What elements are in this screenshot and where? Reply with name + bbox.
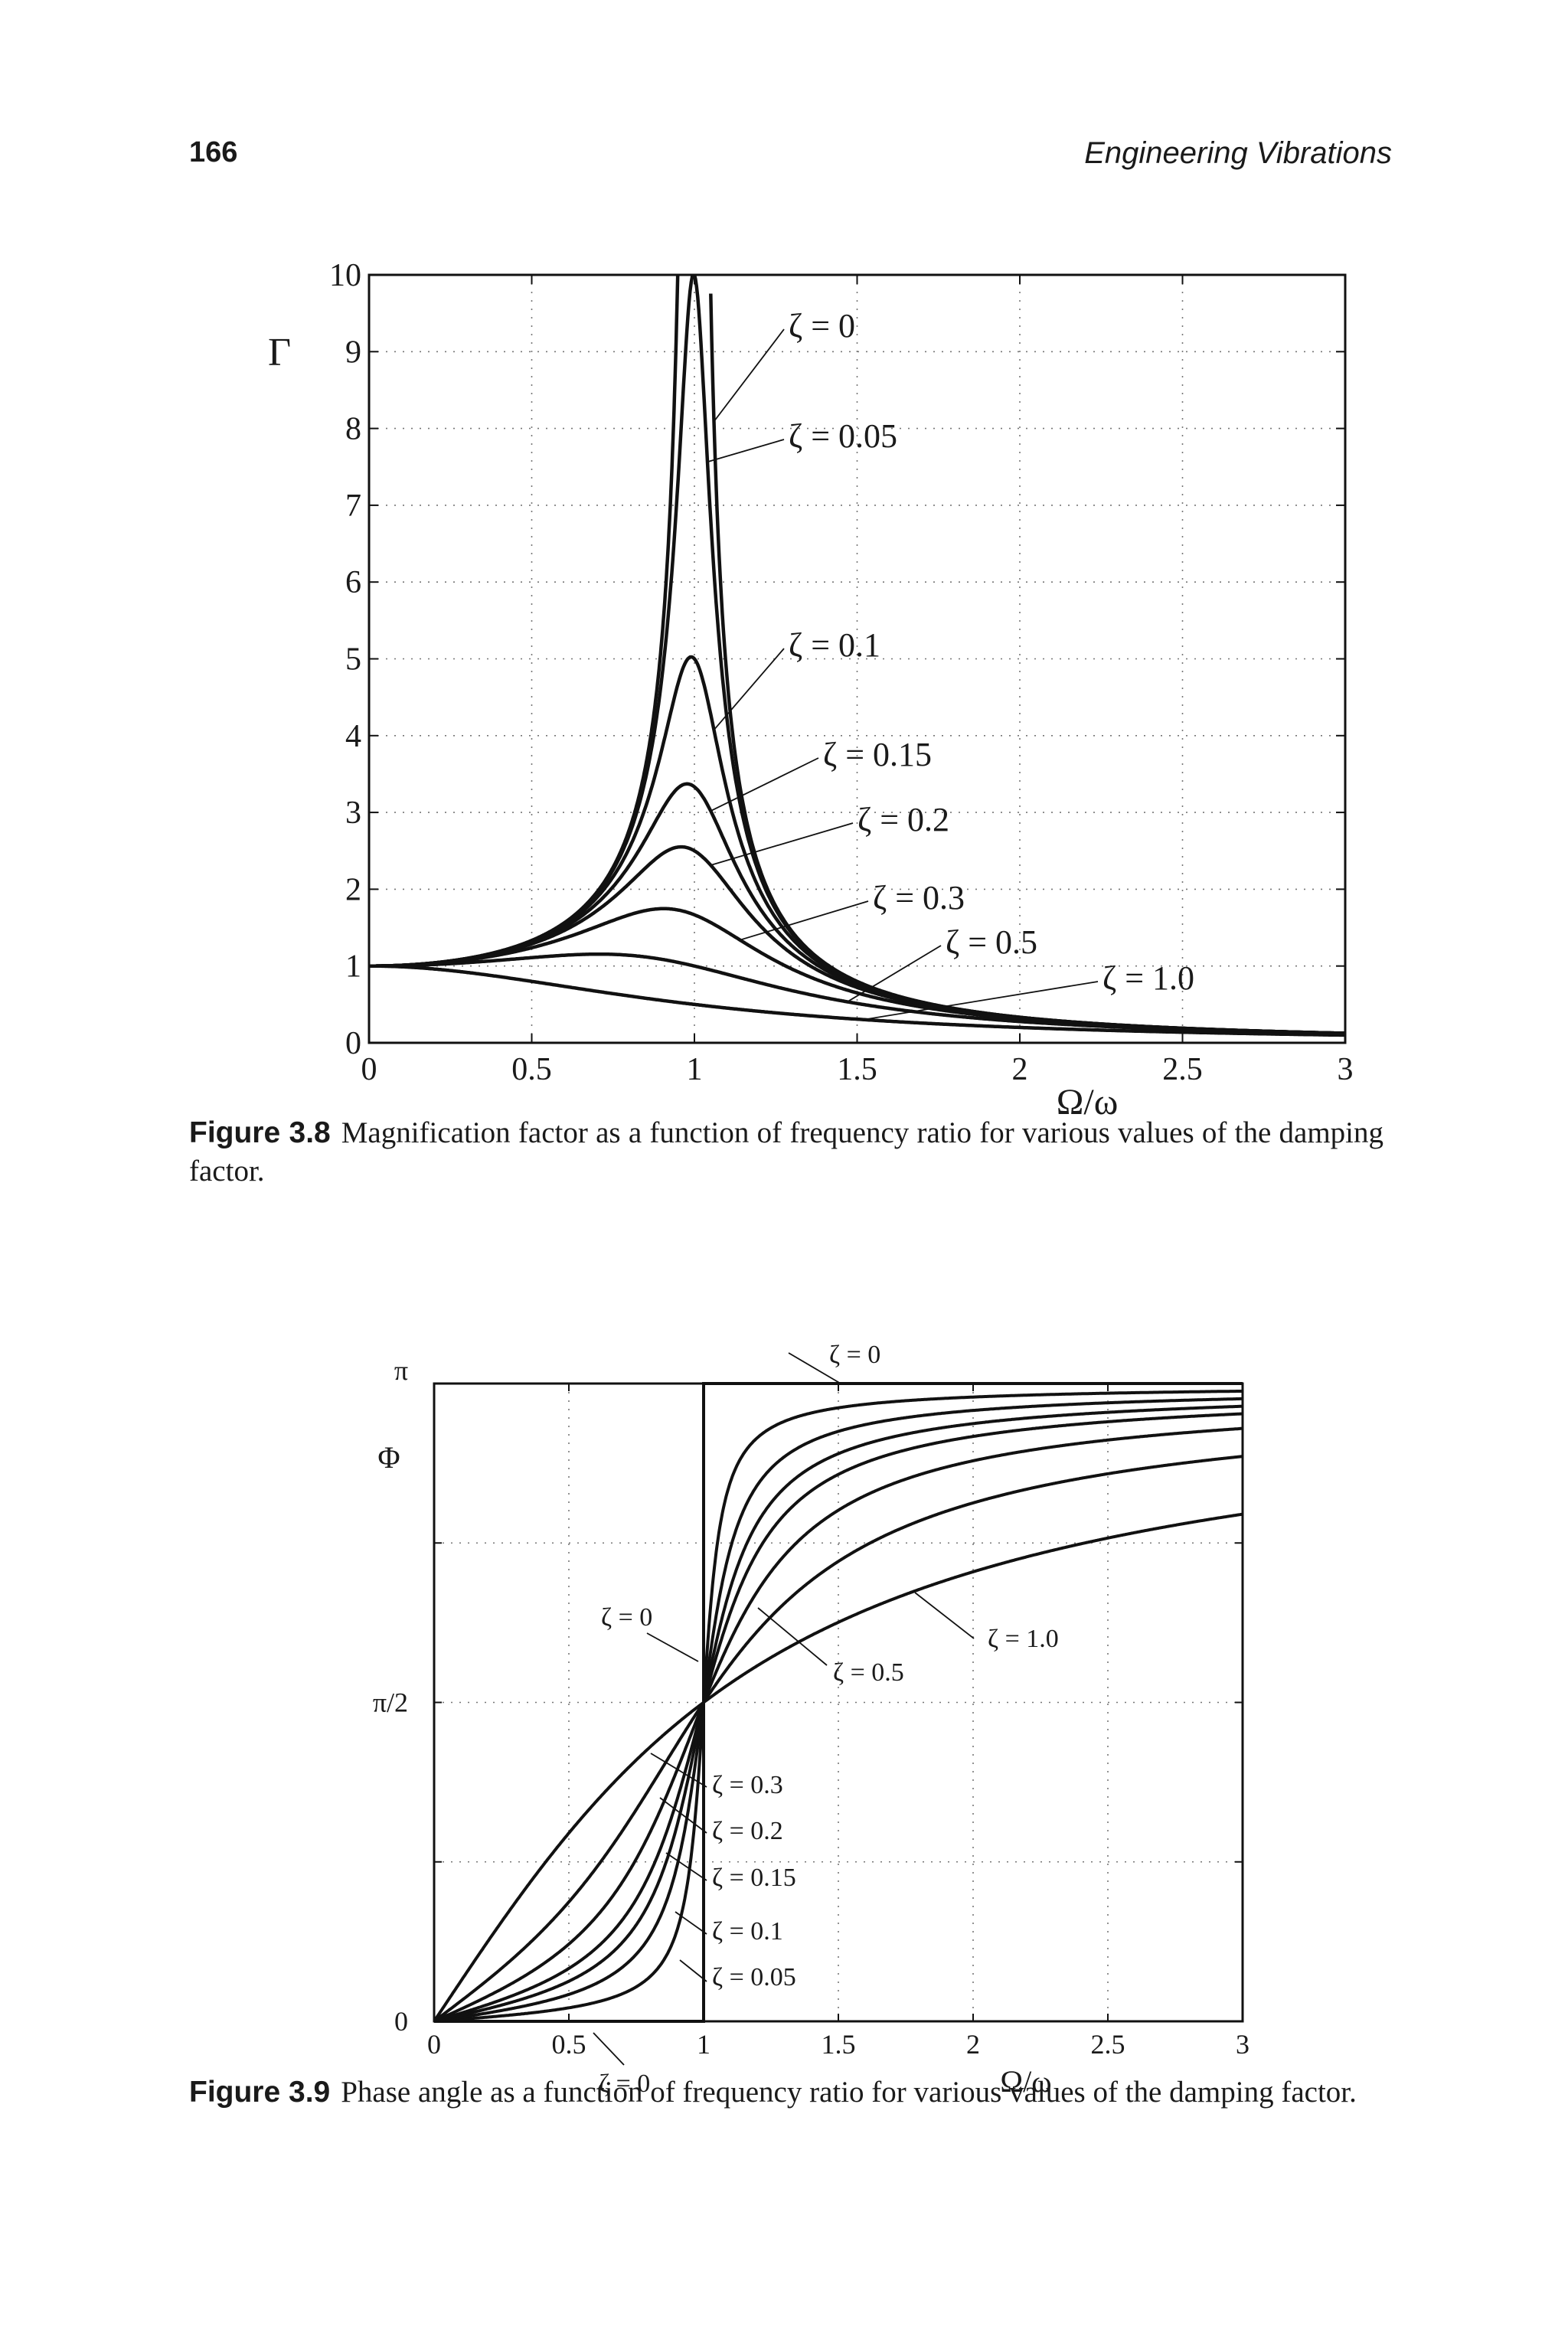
annotation-label: ζ = 0 bbox=[599, 2070, 650, 2098]
annotation-leader bbox=[659, 1797, 707, 1834]
y-tick-label: 0 bbox=[394, 2006, 408, 2037]
annotation-label: ζ = 0.05 bbox=[789, 417, 897, 455]
y-tick-label: 2 bbox=[345, 872, 361, 907]
annotation-leader bbox=[675, 1911, 707, 1935]
y-tick-label: π bbox=[394, 1355, 408, 1386]
annotation-label: ζ = 0.15 bbox=[823, 736, 932, 773]
y-tick-label: 5 bbox=[345, 642, 361, 678]
x-tick-label: 3 bbox=[1236, 2029, 1250, 2060]
y-tick-label: 8 bbox=[345, 412, 361, 447]
curve-zeta-0-2 bbox=[369, 845, 1345, 1035]
annotation-leader bbox=[646, 1632, 699, 1662]
y-tick-label: 10 bbox=[329, 258, 361, 293]
curve-zeta-0-1 bbox=[433, 1397, 1243, 2023]
annotation-label: ζ = 1.0 bbox=[1102, 959, 1194, 997]
annotation-leader bbox=[707, 439, 785, 463]
annotation-label: ζ = 0.05 bbox=[712, 1963, 796, 1991]
x-tick-label: 1.5 bbox=[837, 1052, 877, 1087]
annotation-leader bbox=[863, 981, 1099, 1021]
running-header-title: Engineering Vibrations bbox=[1084, 136, 1392, 170]
y-axis-label: Γ bbox=[268, 331, 291, 374]
x-axis-label: Ω/ω bbox=[1057, 1082, 1119, 1122]
curve-zeta-1 bbox=[433, 1512, 1243, 2023]
y-tick-label: 6 bbox=[345, 565, 361, 600]
annotation-leader bbox=[650, 1753, 707, 1788]
x-tick-label: 1 bbox=[697, 2029, 710, 2060]
figure-3-8-caption-text: Magnification factor as a function of fr… bbox=[189, 1116, 1383, 1188]
annotation-leader bbox=[710, 822, 854, 866]
annotation-label: ζ = 1.0 bbox=[988, 1625, 1059, 1653]
x-tick-label: 2 bbox=[966, 2029, 980, 2060]
annotation-label: ζ = 0 bbox=[601, 1603, 652, 1632]
figure-3-9-caption: Figure 3.9 Phase angle as a function of f… bbox=[189, 2073, 1383, 2112]
annotation-label: ζ = 0.2 bbox=[858, 801, 949, 838]
curve-zeta-0-2 bbox=[433, 1412, 1243, 2023]
phase-angle-chart: 0 0.5 1 1.5 2 2.5 3 0 π/2 π Ω/ω Φζ = 0 ζ = 0 ζ = 0 ζ =… bbox=[373, 1341, 1250, 2099]
curve-zeta-0-05 bbox=[433, 1389, 1243, 2023]
annotation-leader bbox=[788, 1352, 841, 1384]
curve-zeta-1 bbox=[369, 964, 1345, 1037]
annotation-leader bbox=[710, 757, 819, 812]
annotation-label: ζ = 0.5 bbox=[833, 1658, 904, 1687]
annotation-label: ζ = 0.1 bbox=[712, 1917, 783, 1946]
curve-zeta-0-15 bbox=[433, 1404, 1243, 2023]
x-tick-label: 0 bbox=[427, 2029, 441, 2060]
magnification-factor-chart: 0 0.5 1 1.5 2 2.5 3 0 1 2 3 4 5 6 7 8 9 10 Ω/ω Γζ = 0 ζ = 0.… bbox=[268, 258, 1354, 1122]
page-number: 166 bbox=[189, 136, 238, 168]
y-axis-label: Φ bbox=[377, 1440, 400, 1475]
annotation-leader bbox=[847, 945, 942, 1003]
annotation-leader bbox=[914, 1592, 975, 1639]
annotation-leader bbox=[713, 648, 785, 730]
x-tick-label: 2.5 bbox=[1091, 2029, 1125, 2060]
curve-zeta-0-5 bbox=[369, 952, 1345, 1036]
y-tick-label: 1 bbox=[345, 949, 361, 985]
x-tick-label: 0 bbox=[361, 1052, 377, 1087]
x-tick-label: 0.5 bbox=[511, 1052, 552, 1087]
annotation-label: ζ = 0 bbox=[829, 1341, 880, 1369]
annotation-leader bbox=[679, 1959, 707, 1982]
curve-zeta-0-5 bbox=[433, 1455, 1243, 2023]
annotation-label: ζ = 0.1 bbox=[789, 626, 880, 664]
x-tick-label: 1.5 bbox=[822, 2029, 856, 2060]
y-tick-label: 7 bbox=[345, 488, 361, 524]
y-tick-label: 0 bbox=[345, 1026, 361, 1061]
annotation-label: ζ = 0.2 bbox=[712, 1817, 783, 1845]
curve-zeta-0-3 bbox=[433, 1426, 1243, 2023]
plot-frame bbox=[368, 273, 1347, 1044]
annotation-leader bbox=[593, 2032, 625, 2066]
annotation-label: ζ = 0.5 bbox=[946, 923, 1037, 961]
figure-3-9-caption-text: Phase angle as a function of frequency r… bbox=[341, 2076, 1357, 2109]
annotation-label: ζ = 0.15 bbox=[712, 1864, 796, 1892]
x-tick-label: 0.5 bbox=[552, 2029, 586, 2060]
x-axis-label: Ω/ω bbox=[1000, 2064, 1051, 2099]
x-tick-label: 2.5 bbox=[1162, 1052, 1203, 1087]
figure-3-9-label: Figure 3.9 bbox=[189, 2076, 331, 2109]
annotation-label: ζ = 0.3 bbox=[712, 1771, 783, 1799]
y-tick-label: 9 bbox=[345, 335, 361, 370]
annotation-leader bbox=[713, 328, 785, 423]
annotation-leader bbox=[665, 1852, 707, 1881]
annotation-leader bbox=[757, 1607, 828, 1666]
figure-3-8-caption: Figure 3.8 Magnification factor as a func… bbox=[189, 1114, 1383, 1191]
y-tick-label: π/2 bbox=[373, 1687, 408, 1718]
y-tick-label: 3 bbox=[345, 796, 361, 831]
annotation-label: ζ = 0 bbox=[789, 307, 855, 345]
annotation-leader bbox=[740, 900, 869, 941]
y-tick-label: 4 bbox=[345, 719, 361, 754]
curve-zeta-0-3 bbox=[369, 907, 1345, 1036]
x-tick-label: 1 bbox=[687, 1052, 703, 1087]
figure-3-8-label: Figure 3.8 bbox=[189, 1116, 331, 1149]
annotation-label: ζ = 0.3 bbox=[873, 879, 965, 916]
x-tick-label: 3 bbox=[1338, 1052, 1354, 1087]
x-tick-label: 2 bbox=[1012, 1052, 1028, 1087]
